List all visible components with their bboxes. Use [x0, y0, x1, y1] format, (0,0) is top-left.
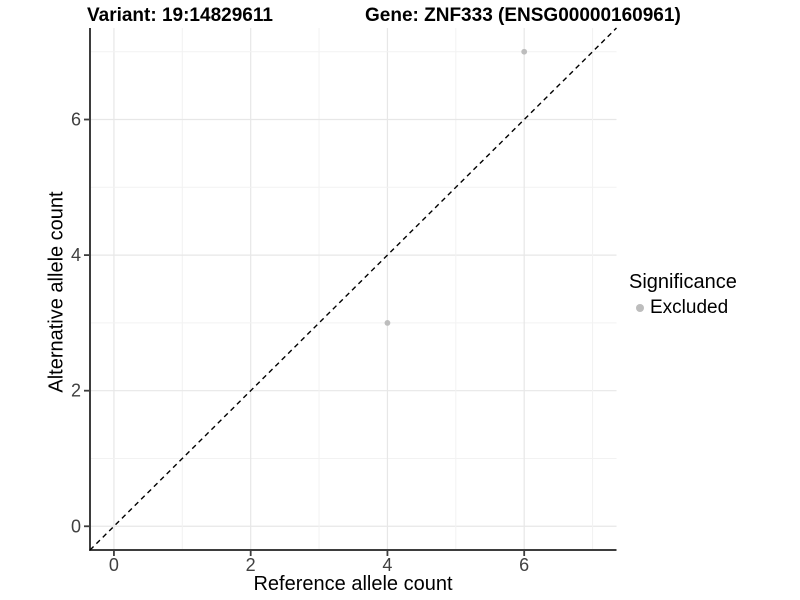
legend-point-icon [636, 304, 644, 312]
identity-dashed-line [89, 27, 617, 551]
x-tick-label: 0 [109, 555, 119, 575]
legend-item-label: Excluded [650, 297, 729, 318]
y-tick-label: 0 [71, 516, 81, 536]
x-tick-label: 2 [246, 555, 256, 575]
x-axis-label: Reference allele count [253, 573, 453, 595]
y-tick-label: 4 [71, 245, 81, 265]
legend-item-excluded: Excluded [629, 297, 737, 319]
data-point [521, 48, 528, 55]
y-axis-label: Alternative allele count [45, 191, 68, 393]
gene-title: Gene: ZNF333 (ENSG00000160961) [365, 5, 681, 26]
legend-title: Significance [629, 271, 737, 293]
legend: Significance Excluded [629, 271, 737, 319]
x-tick-label: 6 [519, 555, 529, 575]
y-tick-label: 6 [71, 110, 81, 130]
data-point [384, 319, 391, 326]
x-tick-label: 4 [382, 555, 392, 575]
variant-title: Variant: 19:14829611 [87, 5, 273, 26]
y-tick-label: 2 [71, 381, 81, 401]
